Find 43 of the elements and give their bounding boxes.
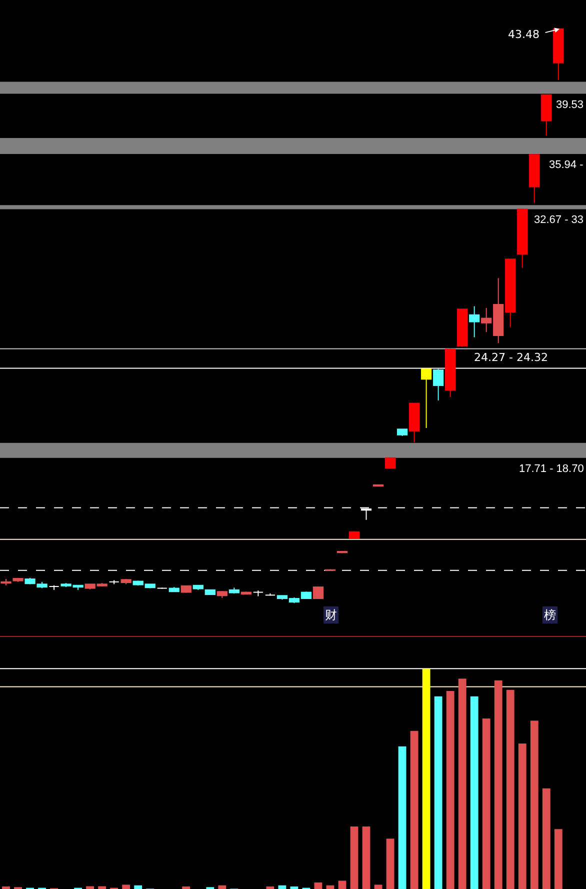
bar — [122, 884, 130, 889]
candlestick — [469, 306, 480, 338]
candlestick — [384, 457, 396, 470]
candlestick — [420, 368, 432, 428]
bar — [398, 746, 406, 889]
bar — [314, 882, 322, 889]
bar — [458, 678, 466, 889]
bar — [2, 886, 10, 889]
bar — [326, 885, 334, 889]
band-label: 39.53 — [556, 99, 584, 111]
annotation: 43.48 — [508, 28, 540, 41]
bar — [434, 696, 442, 889]
bar — [374, 884, 382, 889]
bar — [98, 886, 106, 889]
annotation: 24.27 - 24.32 — [474, 351, 548, 364]
text: 榜 — [544, 608, 556, 622]
bar — [278, 885, 286, 889]
band-label: 35.94 - — [549, 159, 584, 171]
bar — [86, 886, 94, 889]
bar — [410, 730, 418, 889]
bar — [182, 886, 190, 889]
bar — [542, 788, 550, 889]
bar — [422, 668, 430, 889]
text: 财 — [325, 608, 337, 622]
bar — [494, 680, 502, 889]
bar — [554, 829, 562, 889]
bar — [386, 838, 394, 889]
band-label: 17.71 - 18.70 — [519, 463, 584, 475]
bar — [482, 718, 490, 889]
band-label: 32.67 - 33 — [534, 214, 584, 226]
bar — [218, 885, 226, 889]
bar — [446, 691, 454, 889]
bar — [350, 826, 358, 889]
bar — [290, 886, 298, 889]
bar — [266, 886, 274, 889]
bar — [518, 743, 526, 889]
bar — [470, 696, 478, 889]
bar — [506, 690, 514, 889]
bar — [362, 826, 370, 889]
bar — [530, 720, 538, 889]
bar — [338, 880, 346, 889]
bar — [134, 885, 142, 889]
candlestick — [433, 368, 444, 401]
